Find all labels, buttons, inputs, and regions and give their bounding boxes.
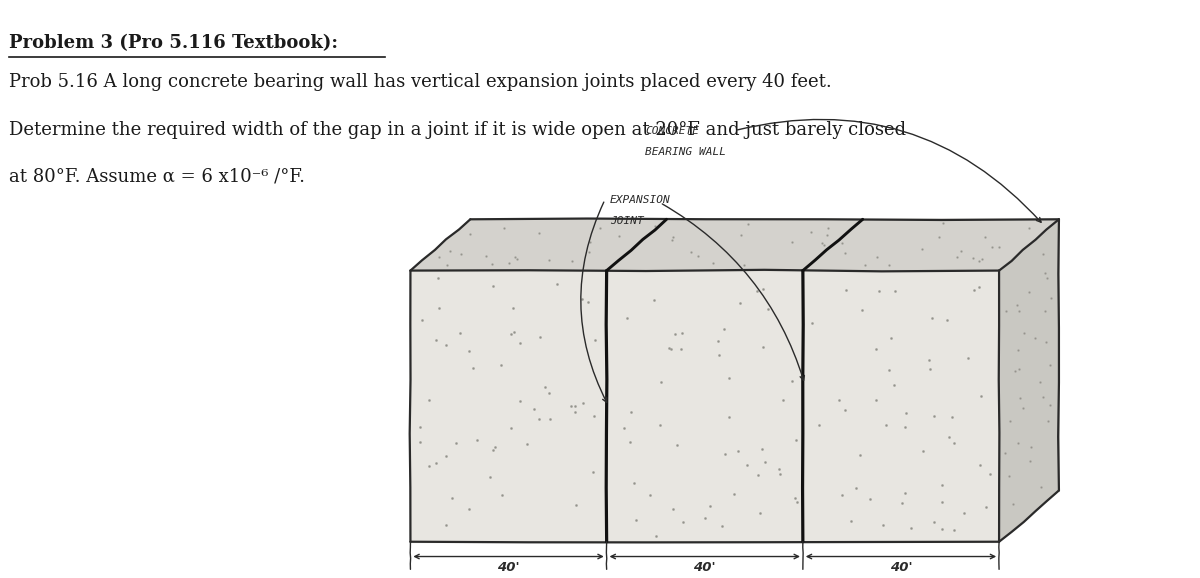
Text: 40': 40': [889, 561, 912, 575]
Polygon shape: [410, 219, 1058, 271]
Polygon shape: [410, 271, 1000, 542]
Text: Problem 3 (Pro 5.116 Textbook):: Problem 3 (Pro 5.116 Textbook):: [10, 34, 338, 52]
Text: JOINT: JOINT: [610, 216, 643, 227]
Text: 40': 40': [694, 561, 716, 575]
Text: 40': 40': [497, 561, 520, 575]
Text: at 80°F. Assume α = 6 x10⁻⁶ /°F.: at 80°F. Assume α = 6 x10⁻⁶ /°F.: [10, 167, 305, 185]
Text: Determine the required width of the gap in a joint if it is wide open at 20°F an: Determine the required width of the gap …: [10, 121, 906, 139]
Text: EXPANSION: EXPANSION: [610, 195, 671, 205]
Text: Prob 5.16 A long concrete bearing wall has vertical expansion joints placed ever: Prob 5.16 A long concrete bearing wall h…: [10, 73, 832, 91]
Text: CONCRETE: CONCRETE: [644, 125, 698, 136]
Text: BEARING WALL: BEARING WALL: [644, 147, 726, 157]
Polygon shape: [1000, 219, 1058, 542]
